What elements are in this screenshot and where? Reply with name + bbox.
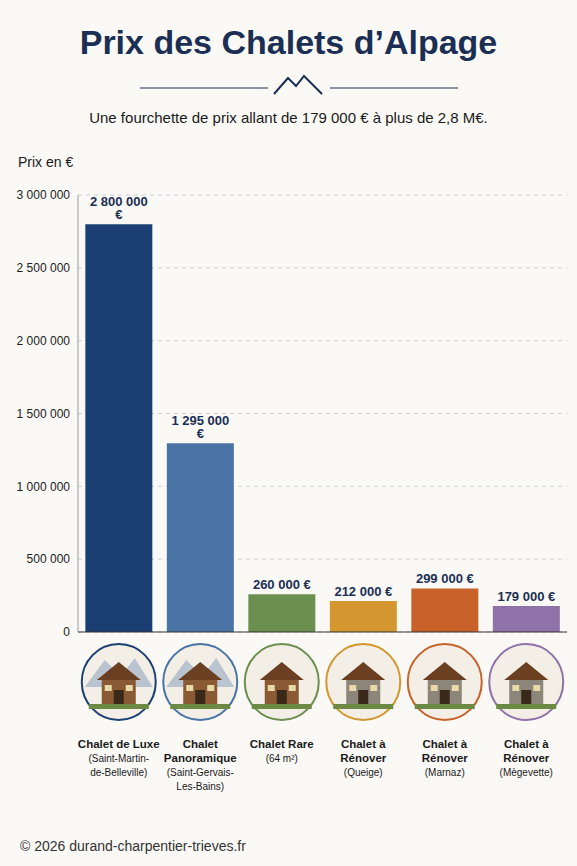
svg-text:(Saint-Gervais-: (Saint-Gervais- bbox=[167, 767, 234, 778]
svg-text:Chalet: Chalet bbox=[183, 738, 218, 750]
svg-text:500 000: 500 000 bbox=[27, 552, 71, 566]
svg-text:Les-Bains): Les-Bains) bbox=[176, 781, 224, 792]
svg-text:(Marnaz): (Marnaz) bbox=[425, 767, 465, 778]
svg-text:0: 0 bbox=[63, 625, 70, 639]
svg-text:3 000 000: 3 000 000 bbox=[17, 188, 71, 202]
svg-text:(Mègevette): (Mègevette) bbox=[500, 767, 553, 778]
svg-text:2 000 000: 2 000 000 bbox=[17, 334, 71, 348]
svg-text:1 000 000: 1 000 000 bbox=[17, 480, 71, 494]
html-text:Une fourchette de prix allant: Une fourchette de prix allant de 179 000… bbox=[89, 109, 488, 126]
svg-text:(Saint-Martin-: (Saint-Martin- bbox=[88, 753, 149, 764]
svg-text:Panoramique: Panoramique bbox=[164, 752, 237, 764]
svg-text:212 000 €: 212 000 € bbox=[334, 584, 392, 599]
html-text:Prix en €: Prix en € bbox=[18, 154, 74, 170]
svg-text:2 500 000: 2 500 000 bbox=[17, 261, 71, 275]
svg-text:Rénover: Rénover bbox=[422, 752, 469, 764]
svg-text:Rénover: Rénover bbox=[503, 752, 550, 764]
html-text:© 2026 durand-charpentier-trie: © 2026 durand-charpentier-trieves.fr bbox=[20, 838, 246, 854]
svg-text:2 800 000€: 2 800 000€ bbox=[90, 194, 148, 222]
svg-text:299 000 €: 299 000 € bbox=[416, 571, 474, 586]
svg-text:Chalet de Luxe: Chalet de Luxe bbox=[78, 738, 160, 750]
svg-text:(Queige): (Queige) bbox=[344, 767, 383, 778]
svg-text:179 000 €: 179 000 € bbox=[497, 589, 555, 604]
svg-text:1 295 000€: 1 295 000€ bbox=[171, 413, 229, 441]
html-text:Prix des Chalets d’Alpage: Prix des Chalets d’Alpage bbox=[79, 23, 498, 61]
svg-text:Rénover: Rénover bbox=[340, 752, 387, 764]
svg-text:(64 m²): (64 m²) bbox=[266, 753, 298, 764]
svg-text:Chalet Rare: Chalet Rare bbox=[250, 738, 314, 750]
svg-text:1 500 000: 1 500 000 bbox=[17, 407, 71, 421]
svg-text:Chalet à: Chalet à bbox=[422, 738, 467, 750]
svg-text:Chalet à: Chalet à bbox=[504, 738, 549, 750]
svg-text:de-Belleville): de-Belleville) bbox=[90, 767, 147, 778]
svg-text:260 000 €: 260 000 € bbox=[253, 577, 311, 592]
svg-text:Chalet à: Chalet à bbox=[341, 738, 386, 750]
